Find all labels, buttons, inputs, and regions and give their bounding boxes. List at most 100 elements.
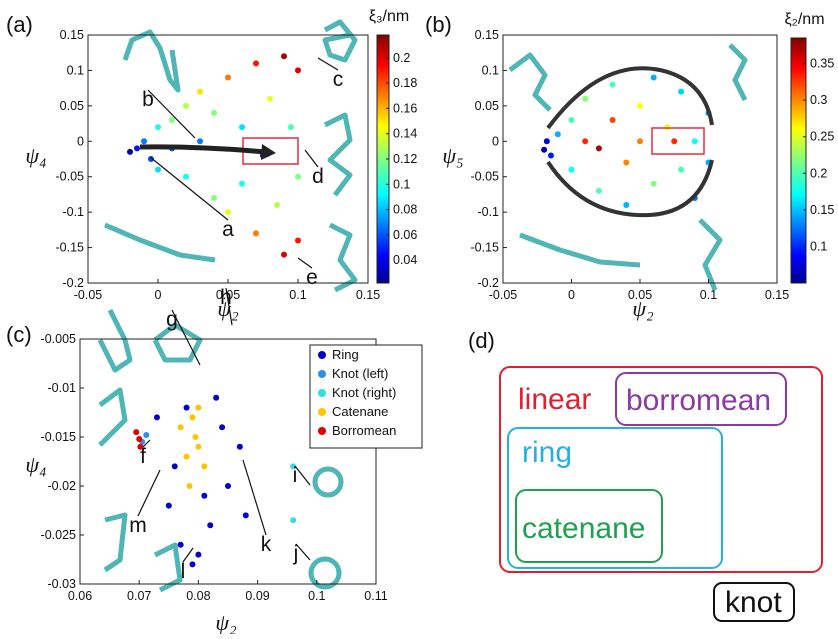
colorbar-tick-label: 0.35 [810, 57, 834, 71]
y-axis-label: ψ₅ [442, 143, 463, 168]
annotation: f [140, 445, 146, 468]
annotation-leader [225, 287, 233, 326]
molecule [312, 466, 344, 498]
annotation: l [181, 560, 186, 583]
molecule [322, 19, 358, 63]
point [650, 180, 657, 187]
legend-swatch [318, 351, 326, 359]
y-tick-label: 0.1 [482, 63, 499, 77]
point [195, 551, 202, 558]
x-tick-label: 0.07 [127, 589, 151, 603]
point [183, 453, 190, 460]
point [281, 53, 287, 60]
colorbar-label: ξ₃/nm [369, 8, 409, 25]
molecule [97, 308, 133, 373]
x-axis-label: ψ₂ [217, 296, 239, 321]
point [165, 502, 172, 509]
highlight-box [651, 127, 705, 155]
molecule [508, 52, 552, 112]
y-tick-label: -0.015 [41, 430, 76, 444]
arrow [139, 144, 266, 155]
colorbar-tick-label: 0.12 [393, 152, 417, 166]
point [201, 463, 208, 470]
annotation-leader [137, 469, 161, 517]
point [650, 74, 657, 81]
molecule [519, 232, 641, 268]
x-tick-label: 0.1 [308, 589, 325, 603]
point [211, 109, 217, 116]
legend-label: Ring [332, 347, 359, 362]
panel-label: (c) [6, 322, 32, 347]
knot-box [713, 582, 795, 622]
point [171, 463, 178, 470]
point [186, 483, 193, 489]
molecule [98, 387, 128, 447]
annotation-leader [304, 149, 319, 168]
y-tick-label: -0.1 [62, 205, 84, 219]
colorbar-tick-label: 0.16 [393, 101, 417, 115]
point [671, 138, 678, 145]
molecule [104, 222, 216, 263]
y-tick-label: -0.025 [41, 528, 76, 542]
point [225, 483, 231, 489]
colorbar-tick-label: 0.06 [393, 228, 417, 242]
point [664, 124, 671, 131]
legend [309, 344, 423, 449]
y-tick-label: -0.05 [471, 170, 500, 184]
legend-swatch [318, 389, 326, 397]
y-axis-label: ψ₄ [25, 143, 46, 168]
linear-box [499, 366, 823, 573]
colorbar-tick-label: 0.14 [393, 127, 417, 141]
point [195, 404, 202, 411]
annotation-leader [297, 257, 313, 269]
point [201, 492, 208, 499]
point [267, 95, 273, 102]
point [134, 145, 140, 152]
point [253, 60, 259, 67]
colorbar-tick-label: 0.1 [393, 177, 410, 191]
x-tick-label: 0.1 [700, 288, 717, 302]
label-knot: knot [725, 586, 782, 619]
point [177, 424, 184, 431]
annotation: g [166, 308, 178, 331]
point [239, 180, 245, 187]
label-linear: linear [518, 383, 591, 416]
plot-frame [79, 338, 377, 585]
annotation: a [222, 218, 234, 241]
point [623, 159, 630, 166]
x-tick-label: 0.11 [364, 589, 387, 603]
annotation-leader [294, 465, 311, 486]
point [637, 138, 643, 145]
annotation-leader [295, 543, 311, 561]
colorbar-tick-label: 0.18 [393, 76, 417, 90]
point [678, 88, 685, 95]
point [595, 187, 602, 194]
point [225, 209, 231, 216]
point [274, 202, 280, 209]
annotation-leader [149, 156, 229, 221]
point [136, 435, 143, 442]
point [183, 173, 189, 180]
point [568, 166, 575, 173]
arrow-head [261, 144, 276, 160]
y-tick-label: -0.005 [41, 332, 76, 346]
point [242, 512, 249, 519]
x-tick-label: 0.1 [289, 288, 306, 302]
panel-label: (a) [6, 12, 33, 37]
y-tick-label: 0.15 [475, 28, 499, 42]
point [281, 251, 287, 258]
point [609, 117, 616, 124]
colorbar [790, 37, 807, 284]
point [290, 463, 297, 470]
point [225, 74, 231, 81]
annotation: b [142, 88, 154, 111]
point [143, 432, 150, 439]
molecule [323, 112, 353, 197]
point [192, 434, 199, 440]
point [169, 117, 175, 124]
annotation: j [293, 542, 299, 565]
x-tick-label: 0.15 [765, 288, 789, 302]
point [137, 443, 144, 450]
molecule [153, 542, 183, 593]
